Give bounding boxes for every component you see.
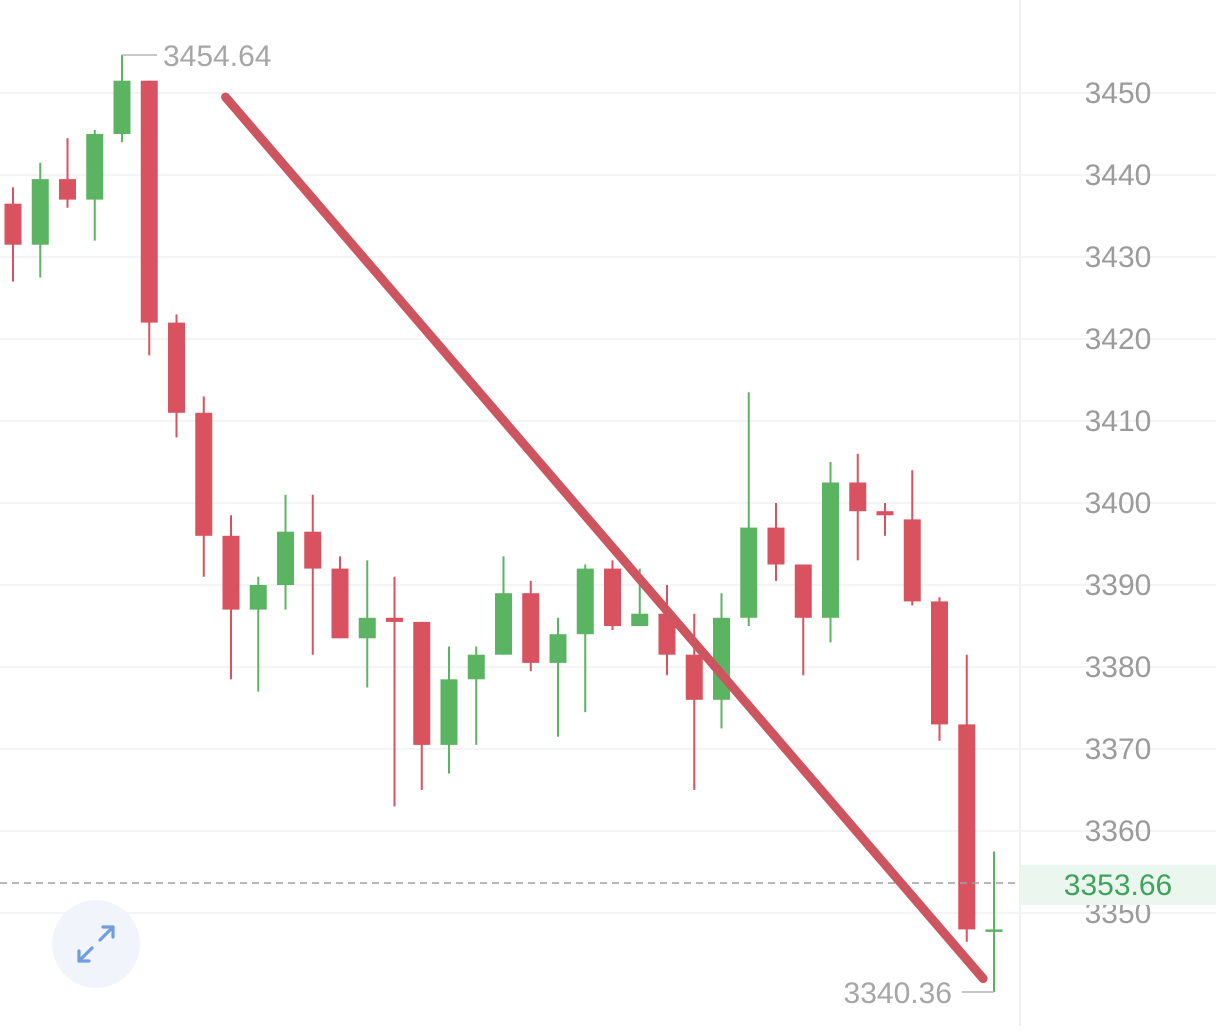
expand-arrows-icon (77, 925, 115, 963)
candle-up (440, 679, 458, 745)
y-tick-label: 3440 (1085, 159, 1152, 192)
y-axis: 3450 3440 3430 3420 3410 3400 3390 3380 3370 3360… (1085, 77, 1152, 930)
candle-down (604, 568, 621, 626)
candle-down (767, 527, 785, 565)
candle-up (31, 179, 49, 245)
candle-up (740, 527, 758, 618)
y-tick-label: 3380 (1085, 651, 1152, 684)
y-tick-label: 3420 (1085, 323, 1152, 356)
candle-up (358, 617, 376, 639)
candle-up (277, 531, 294, 585)
trendline (221, 92, 988, 984)
candle-down (195, 412, 213, 536)
candle-down (958, 724, 976, 930)
grid-lines (0, 92, 1216, 914)
candle-up (985, 929, 1003, 932)
current-price-label: 3353.66 (1064, 869, 1172, 902)
candle-down (386, 617, 403, 622)
candle-up (549, 634, 567, 663)
candle-up (86, 134, 104, 200)
candle-down (849, 482, 867, 512)
candle-down (140, 80, 158, 323)
y-tick-label: 3410 (1085, 405, 1152, 438)
candle-down (304, 531, 322, 569)
candle-down (331, 568, 349, 639)
y-tick-label: 3370 (1085, 733, 1152, 766)
candle-up (631, 613, 649, 626)
candle-down (4, 203, 22, 245)
y-tick-label: 3400 (1085, 487, 1152, 520)
low-price-label: 3340.36 (844, 977, 952, 1010)
candle-up (495, 593, 512, 655)
candle-down (685, 654, 703, 700)
candle-down (876, 511, 894, 516)
candle-down (59, 179, 76, 200)
candle-up (249, 585, 267, 610)
candles (4, 54, 1003, 993)
candle-down (931, 601, 948, 725)
candle-down (413, 621, 431, 745)
y-tick-label: 3390 (1085, 569, 1152, 602)
y-tick-label: 3360 (1085, 815, 1152, 848)
candle-down (222, 535, 240, 610)
candle-up (576, 568, 594, 635)
current-price-badge (1020, 864, 1216, 905)
high-price-label: 3454.64 (163, 40, 271, 73)
expand-chart-button[interactable] (52, 900, 140, 988)
candle-down (794, 564, 812, 618)
y-tick-label: 3430 (1085, 241, 1152, 274)
candle-down (658, 613, 676, 655)
candle-up (822, 482, 839, 618)
candle-down (168, 322, 185, 413)
candle-up (467, 654, 485, 680)
candle-up (113, 80, 131, 134)
candle-down (522, 593, 540, 663)
y-tick-label: 3450 (1085, 77, 1152, 110)
candle-down (903, 519, 921, 602)
